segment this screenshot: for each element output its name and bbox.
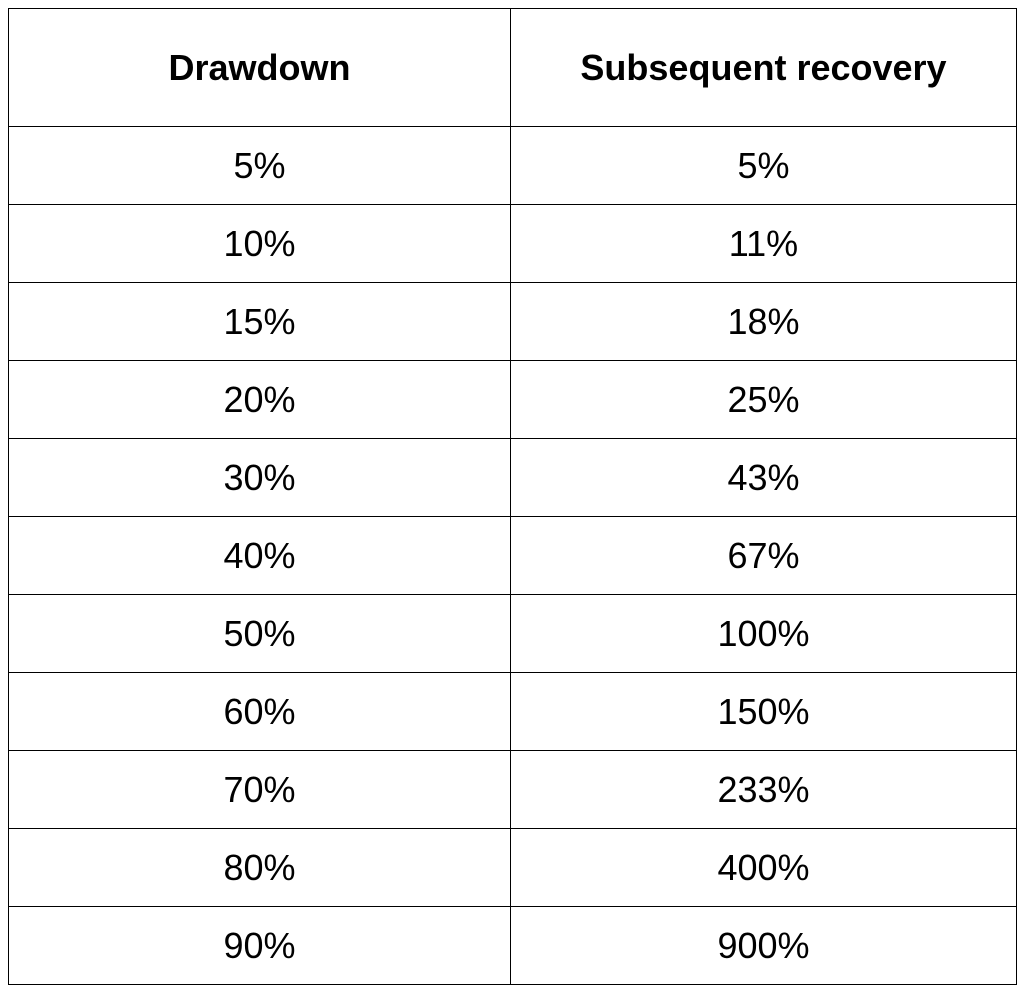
table-row: 90% 900% (8, 906, 1017, 985)
table-container: Drawdown Subsequent recovery 5% 5% 10% 11% 15… (8, 8, 1017, 985)
table-cell: 43% (510, 438, 1017, 517)
table-cell: 67% (510, 516, 1017, 595)
table-row: 40% 67% (8, 516, 1017, 595)
table-cell: 80% (8, 828, 511, 907)
table-cell: 233% (510, 750, 1017, 829)
table-cell: 15% (8, 282, 511, 361)
table-cell: 20% (8, 360, 511, 439)
table: Drawdown Subsequent recovery 5% 5% 10% 11% 15… (8, 8, 1017, 985)
table-row: 60% 150% (8, 672, 1017, 751)
table-cell: 11% (510, 204, 1017, 283)
table-row: 20% 25% (8, 360, 1017, 439)
header-cell: Drawdown (8, 8, 511, 127)
table-cell: 60% (8, 672, 511, 751)
table-cell: 30% (8, 438, 511, 517)
table-cell: 40% (8, 516, 511, 595)
table-cell: 5% (510, 126, 1017, 205)
table-cell: 400% (510, 828, 1017, 907)
table-row: 50% 100% (8, 594, 1017, 673)
table-row: 10% 11% (8, 204, 1017, 283)
table-cell: 150% (510, 672, 1017, 751)
table-cell: 10% (8, 204, 511, 283)
table-cell: 100% (510, 594, 1017, 673)
table-row: 5% 5% (8, 126, 1017, 205)
table-cell: 70% (8, 750, 511, 829)
table-row: 15% 18% (8, 282, 1017, 361)
table-row: 70% 233% (8, 750, 1017, 829)
table-cell: 18% (510, 282, 1017, 361)
header-row: Drawdown Subsequent recovery (8, 8, 1017, 127)
table-cell: 90% (8, 906, 511, 985)
header-cell: Subsequent recovery (510, 8, 1017, 127)
table-row: 80% 400% (8, 828, 1017, 907)
table-cell: 25% (510, 360, 1017, 439)
table-cell: 900% (510, 906, 1017, 985)
table-cell: 50% (8, 594, 511, 673)
table-row: 30% 43% (8, 438, 1017, 517)
table-cell: 5% (8, 126, 511, 205)
